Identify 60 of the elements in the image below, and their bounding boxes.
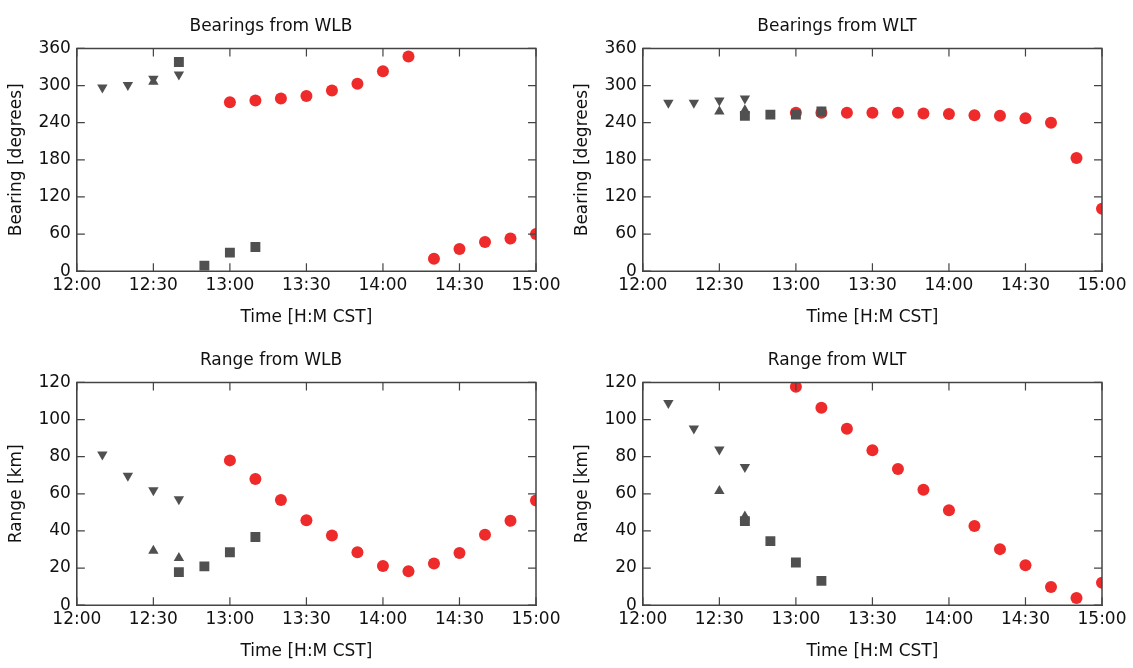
y-tick-label: 80 <box>615 445 637 466</box>
x-tick-label: 15:00 <box>1077 273 1127 294</box>
y-tick-label: 120 <box>38 370 71 391</box>
y-axis-title: Bearing [degrees] <box>4 83 25 237</box>
y-tick-label: 240 <box>604 111 637 132</box>
x-tick-label: 13:30 <box>281 273 331 294</box>
y-tick-label: 60 <box>49 222 71 243</box>
x-axis-title: Time [H:M CST] <box>805 640 939 661</box>
x-tick-label: 15:00 <box>511 607 561 628</box>
y-tick-label: 100 <box>38 407 71 428</box>
y-tick-label: 360 <box>604 36 637 57</box>
y-tick-label: 120 <box>38 185 71 206</box>
y-tick-label: 180 <box>604 148 637 169</box>
y-tick-label: 300 <box>38 73 71 94</box>
x-tick-label: 14:30 <box>1000 607 1050 628</box>
x-tick-label: 14:00 <box>358 607 408 628</box>
y-tick-label: 120 <box>604 370 637 391</box>
y-tick-label: 40 <box>49 519 71 540</box>
x-tick-label: 15:00 <box>1077 607 1127 628</box>
x-tick-label: 14:30 <box>434 607 484 628</box>
x-axis-title: Time [H:M CST] <box>805 306 939 327</box>
x-axis-title: Time [H:M CST] <box>239 640 373 661</box>
y-tick-label: 120 <box>604 185 637 206</box>
x-tick-label: 14:00 <box>924 273 974 294</box>
x-tick-label: 13:30 <box>847 273 897 294</box>
y-tick-label: 360 <box>38 36 71 57</box>
x-tick-label: 14:00 <box>924 607 974 628</box>
x-tick-label: 13:30 <box>281 607 331 628</box>
x-tick-label: 15:00 <box>511 273 561 294</box>
x-tick-label: 13:00 <box>771 273 821 294</box>
y-axis-title: Range [km] <box>4 444 25 544</box>
y-tick-label: 40 <box>615 519 637 540</box>
x-tick-label: 13:00 <box>205 607 255 628</box>
x-tick-label: 13:30 <box>847 607 897 628</box>
y-tick-label: 20 <box>615 556 637 577</box>
y-tick-label: 100 <box>604 407 637 428</box>
chart-title: Range from WLT <box>767 348 907 369</box>
x-tick-label: 14:30 <box>434 273 484 294</box>
y-tick-label: 20 <box>49 556 71 577</box>
y-axis-title: Bearing [degrees] <box>570 83 591 237</box>
y-tick-label: 80 <box>49 445 71 466</box>
y-axis-title: Range [km] <box>570 444 591 544</box>
x-tick-label: 13:00 <box>771 607 821 628</box>
chart-title: Range from WLB <box>199 348 343 369</box>
x-tick-label: 13:00 <box>205 273 255 294</box>
x-tick-label: 12:30 <box>128 273 178 294</box>
y-tick-label: 60 <box>615 482 637 503</box>
x-tick-label: 14:00 <box>358 273 408 294</box>
x-tick-label: 12:30 <box>694 607 744 628</box>
y-tick-label: 300 <box>604 73 637 94</box>
x-tick-label: 12:30 <box>694 273 744 294</box>
y-tick-label: 180 <box>38 148 71 169</box>
x-tick-label: 12:30 <box>128 607 178 628</box>
x-axis-title: Time [H:M CST] <box>239 306 373 327</box>
chart-title: Bearings from WLB <box>189 14 353 35</box>
y-tick-label: 60 <box>49 482 71 503</box>
x-tick-label: 14:30 <box>1000 273 1050 294</box>
y-tick-label: 240 <box>38 111 71 132</box>
y-tick-label: 60 <box>615 222 637 243</box>
chart-title: Bearings from WLT <box>757 14 918 35</box>
